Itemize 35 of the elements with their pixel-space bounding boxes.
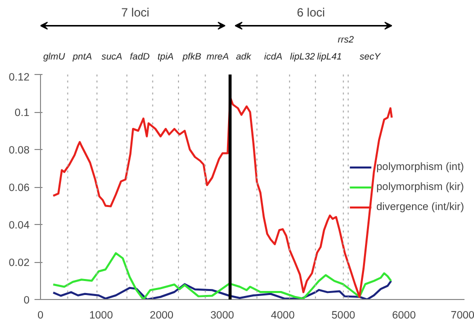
- legend-label: polymorphism (int): [376, 160, 464, 172]
- text: lipL41: [316, 52, 342, 62]
- text: adk: [236, 52, 252, 62]
- x-tick-label: 5000: [332, 310, 356, 321]
- text: pntA: [72, 52, 92, 62]
- text: fadD: [130, 52, 150, 62]
- x-tick-label: 3000: [210, 310, 234, 321]
- text: icdA: [264, 52, 282, 62]
- text: secY: [360, 52, 382, 62]
- text: rrs2: [338, 34, 355, 45]
- y-tick-label: 0.08: [8, 144, 30, 156]
- text: pfkB: [182, 52, 202, 62]
- x-tick-label: 7000: [450, 310, 474, 321]
- x-tick-label: 1000: [89, 310, 113, 321]
- legend-label: polymorphism (kir): [376, 180, 464, 192]
- y-tick-label: 0.12: [8, 72, 30, 84]
- text: 6 loci: [296, 5, 325, 20]
- x-tick-label: 6000: [392, 310, 416, 321]
- y-tick-label: 0.04: [8, 220, 30, 232]
- x-tick-label: 4000: [270, 310, 295, 321]
- text: mreA: [206, 52, 229, 62]
- y-tick-label: 0: [24, 294, 30, 306]
- text: glmU: [43, 52, 66, 62]
- line-series: [52, 252, 392, 300]
- text: sucA: [102, 52, 122, 62]
- x-tick-label: 0: [38, 310, 44, 321]
- line-series: [52, 280, 392, 300]
- text: tpiA: [158, 52, 174, 62]
- y-tick-label: 0.06: [8, 182, 30, 194]
- legend-label: divergence (int/kir): [376, 200, 464, 212]
- y-tick-label: 0.02: [8, 257, 30, 269]
- text: 7 loci: [121, 5, 150, 20]
- y-tick-label: 0.1: [14, 107, 30, 119]
- text: lipL32: [290, 52, 316, 62]
- x-tick-label: 2000: [150, 310, 174, 321]
